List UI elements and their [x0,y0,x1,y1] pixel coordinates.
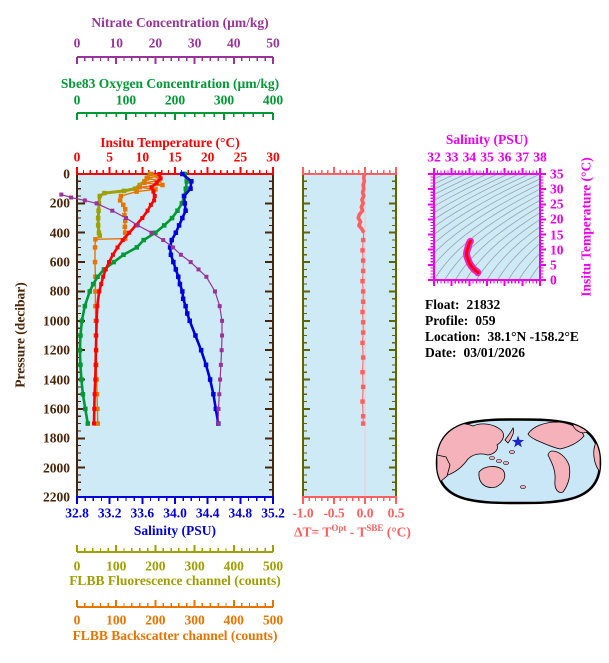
float-position-star [511,435,525,448]
